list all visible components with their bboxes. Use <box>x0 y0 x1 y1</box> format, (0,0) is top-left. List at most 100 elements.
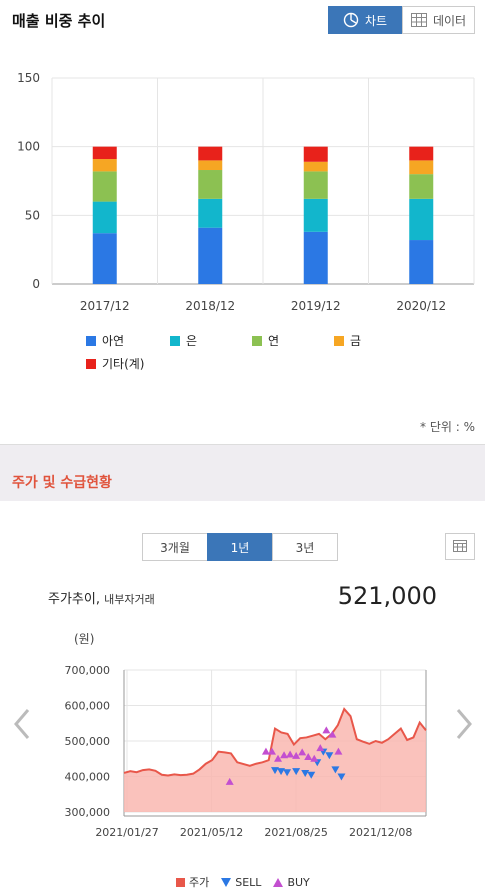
sell-marker <box>277 768 286 776</box>
legend-swatch <box>176 877 185 887</box>
bar-segment <box>92 159 117 172</box>
data-toggle-label: 데이터 <box>432 13 467 28</box>
price-trend-title: 주가추이, <box>48 592 100 607</box>
buy-marker <box>322 726 331 734</box>
x-tick-label: 2021/01/27 <box>95 826 158 839</box>
bar-segment <box>409 160 434 175</box>
price-chart: 300,000 400,000 500,000 600,000 700,000 2021/… <box>65 664 427 839</box>
y-tick-label: 150 <box>17 71 40 85</box>
data-toggle-button[interactable]: 데이터 <box>402 6 475 34</box>
buy-marker <box>274 754 283 762</box>
x-tick-label: 2018/12 <box>185 299 235 313</box>
table-icon <box>410 13 427 27</box>
sell-marker <box>301 769 310 777</box>
legend-item-lead[interactable]: 연 <box>252 332 334 349</box>
bar-segment <box>303 161 328 172</box>
buy-marker <box>225 777 234 785</box>
period-tabs: 3개월 1년 3년 <box>142 533 338 561</box>
legend-item-sell[interactable]: SELL <box>221 876 261 889</box>
tab-3-years[interactable]: 3년 <box>272 533 338 561</box>
calendar-button[interactable] <box>445 533 475 560</box>
legend-swatch <box>86 358 96 369</box>
next-arrow-button[interactable] <box>452 706 476 742</box>
bar-segment <box>92 146 117 160</box>
buy-marker <box>334 747 343 755</box>
buy-triangle-icon <box>273 877 284 887</box>
chevron-left-icon <box>14 709 30 739</box>
x-tick-label: 2019/12 <box>291 299 341 313</box>
chart-toggle-label: 차트 <box>364 13 388 28</box>
legend-label: 연 <box>268 334 280 348</box>
tab-1-year[interactable]: 1년 <box>207 533 273 561</box>
currency-unit: (원) <box>74 632 95 646</box>
legend-label: 금 <box>350 334 362 348</box>
x-tick-label: 2021/08/25 <box>264 826 327 839</box>
price-trend-label: 주가추이, 내부자거래 <box>48 588 155 607</box>
bar-segment <box>409 198 434 241</box>
sell-marker <box>271 767 279 775</box>
y-tick-label: 100 <box>17 140 40 154</box>
legend-item-gold[interactable]: 금 <box>334 332 361 349</box>
x-tick-label: 2017/12 <box>80 299 130 313</box>
legend-label: 주가 <box>189 876 210 889</box>
legend-item-buy[interactable]: BUY <box>273 875 310 889</box>
sell-marker <box>325 752 334 760</box>
bar-segment <box>92 201 117 234</box>
bar-segment <box>198 198 223 228</box>
y-tick-label: 50 <box>25 208 40 222</box>
sell-marker <box>283 769 292 777</box>
y-tick-label: 300,000 <box>65 806 111 819</box>
unit-note: * 단위 : % <box>420 420 475 434</box>
chart-toggle-button[interactable]: 차트 <box>328 6 402 34</box>
price-line <box>123 707 427 777</box>
sell-marker <box>307 771 316 779</box>
legend-swatch <box>252 335 262 346</box>
bar-segment <box>92 233 117 284</box>
insider-trade-label: 내부자거래 <box>104 593 155 606</box>
chevron-right-icon <box>456 709 472 739</box>
bar-segment <box>198 160 223 171</box>
legend-swatch <box>334 335 344 346</box>
y-tick-label: 700,000 <box>65 664 111 677</box>
bar-segment <box>303 198 328 232</box>
bar-segment <box>409 240 434 284</box>
legend-item-other[interactable]: 기타(계) <box>86 355 144 372</box>
buy-marker <box>304 752 313 760</box>
prev-arrow-button[interactable] <box>10 706 34 742</box>
bar-segment <box>198 170 223 199</box>
sell-marker <box>331 766 340 774</box>
x-tick-label: 2021/12/08 <box>349 826 412 839</box>
bar-segment <box>92 171 117 202</box>
pie-chart-icon <box>343 12 359 28</box>
x-tick-label: 2020/12 <box>396 299 446 313</box>
legend-label: SELL <box>235 875 262 889</box>
buy-marker <box>316 744 325 752</box>
legend-item-silver[interactable]: 은 <box>170 332 252 349</box>
sell-marker <box>337 773 346 781</box>
buy-marker <box>286 750 295 758</box>
buy-marker <box>267 747 276 755</box>
x-tick-label: 2021/05/12 <box>180 826 243 839</box>
section-divider <box>0 444 485 501</box>
buy-marker <box>328 730 337 738</box>
legend-swatch <box>170 335 180 346</box>
legend-item-zinc[interactable]: 아연 <box>86 332 170 349</box>
legend-label: 기타(계) <box>102 357 145 371</box>
legend-label: BUY <box>287 875 310 889</box>
tab-3-months[interactable]: 3개월 <box>142 533 208 561</box>
y-tick-label: 400,000 <box>65 771 111 784</box>
legend-swatch <box>86 335 96 346</box>
y-tick-label: 500,000 <box>65 735 111 748</box>
bar-segment <box>409 174 434 199</box>
buy-marker <box>261 747 270 755</box>
sell-marker <box>292 768 301 776</box>
bar-segment <box>409 146 434 161</box>
section-title-stock: 주가 및 수급현황 <box>12 475 112 491</box>
bar-segment <box>198 227 223 284</box>
calendar-icon <box>453 537 467 556</box>
price-chart-legend: 주가 SELL BUY <box>176 874 310 890</box>
legend-item-price[interactable]: 주가 <box>176 874 209 890</box>
sales-mix-chart: 0 50 100 150 2017/12 2018/12 2019/12 2020/12 <box>17 71 475 313</box>
section-title-sales-mix: 매출 비중 추이 <box>12 12 106 30</box>
y-tick-label: 0 <box>32 277 40 291</box>
